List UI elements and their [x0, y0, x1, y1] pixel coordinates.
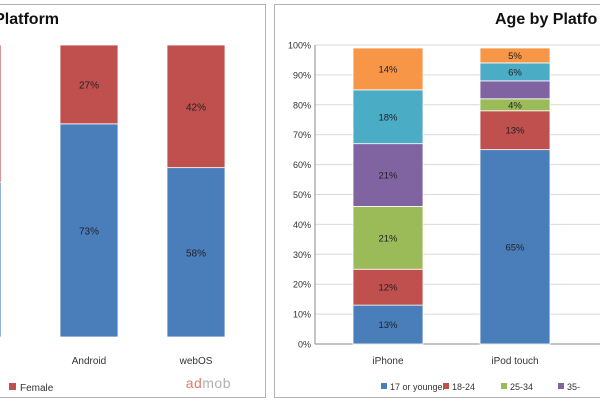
data-label: 21% — [378, 233, 398, 244]
legend-label: 18-24 — [452, 382, 475, 392]
bar-segment — [352, 268, 424, 306]
data-label: 42% — [186, 102, 206, 113]
data-label: 6% — [508, 67, 522, 78]
data-label: 14% — [378, 64, 398, 75]
right-chart-title: Age by Platfo — [495, 11, 598, 28]
data-label: 5% — [508, 51, 522, 62]
data-label: 4% — [508, 100, 522, 111]
age-by-platform-panel: Age by Platfo 0% 10% 20% 30% 40% 50% 60% 70% 80%… — [274, 4, 600, 398]
legend-label: e — [0, 383, 1, 394]
y-tick-label: 0% — [298, 340, 311, 350]
legend-label: 35- — [567, 382, 580, 392]
category-label: Android — [72, 356, 106, 367]
bar-segment — [479, 47, 551, 64]
bar-segment — [352, 304, 424, 345]
data-label: 65% — [505, 242, 525, 253]
legend-label: 17 or younger — [390, 382, 446, 392]
bar-segment — [59, 44, 119, 125]
category-label: webOS — [179, 356, 213, 367]
legend-label: 25-34 — [510, 382, 533, 392]
bar-segment — [166, 167, 226, 338]
y-tick-label: 80% — [293, 100, 311, 110]
bar-segment — [0, 44, 2, 183]
y-tick-label: 50% — [293, 190, 311, 200]
y-tick-label: 70% — [293, 130, 311, 140]
y-tick-label: 90% — [293, 70, 311, 80]
bar-segment — [479, 80, 551, 100]
y-tick-label: 10% — [293, 310, 311, 320]
category-label: iPhone — [372, 356, 404, 367]
y-tick-label: 100% — [288, 41, 311, 51]
left-chart-title: by Platform — [0, 11, 60, 28]
legend-swatch — [9, 383, 16, 390]
platform-gender-panel: by Platform h73%27%Android58%42%webOSeFe… — [0, 4, 266, 398]
legend-swatch — [501, 383, 507, 389]
bar-segment — [166, 44, 226, 169]
data-label: 21% — [378, 171, 398, 182]
bar-segment — [479, 149, 551, 345]
legend-swatch — [381, 383, 387, 389]
data-label: 12% — [378, 283, 398, 294]
legend-swatch — [558, 383, 564, 389]
bar-segment — [479, 110, 551, 151]
y-tick-label: 20% — [293, 280, 311, 290]
category-label: iPod touch — [491, 356, 538, 367]
data-label: 73% — [79, 226, 99, 237]
data-label: 58% — [186, 248, 206, 259]
data-label: 13% — [378, 320, 398, 331]
bar-segment — [0, 181, 2, 338]
y-tick-label: 60% — [293, 160, 311, 170]
y-tick-label: 30% — [293, 250, 311, 260]
bar-segment — [352, 89, 424, 145]
bar-segment — [352, 206, 424, 270]
bar-segment — [59, 123, 119, 338]
legend-swatch — [443, 383, 449, 389]
y-tick-label: 40% — [293, 220, 311, 230]
data-label: 27% — [79, 80, 99, 91]
bar-segment — [352, 47, 424, 91]
data-label: 18% — [378, 112, 398, 123]
age-by-platform-chart: 0% 10% 20% 30% 40% 50% 60% 70% 80% 90% 100% 13% 12% 2… — [288, 41, 600, 392]
legend-label: Female — [20, 383, 54, 394]
data-label: 13% — [505, 126, 525, 137]
admob-logo: admob — [185, 375, 231, 391]
